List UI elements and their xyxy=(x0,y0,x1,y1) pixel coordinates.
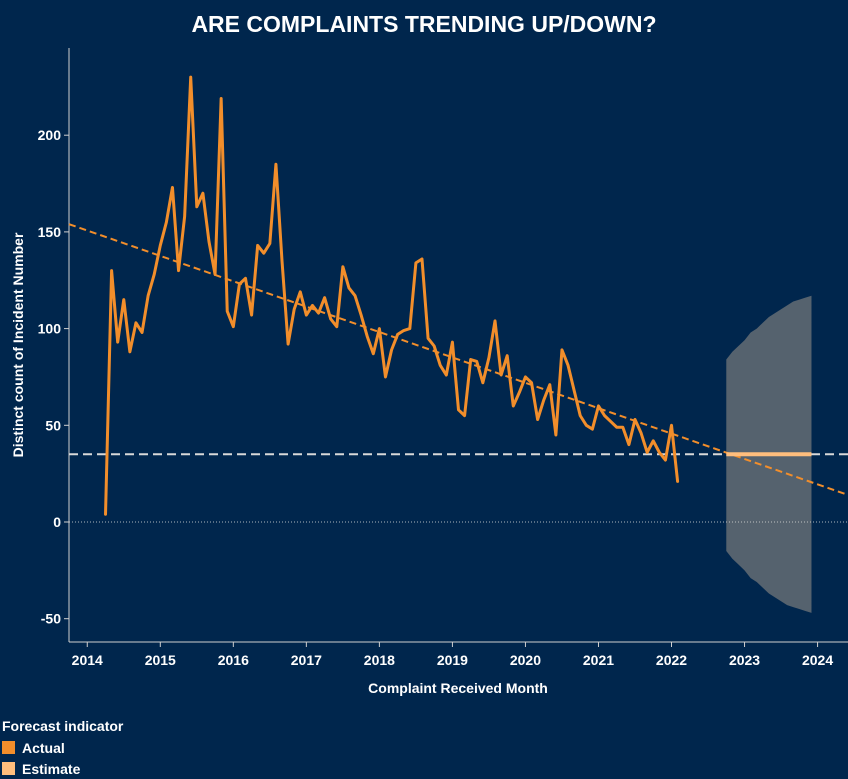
y-tick-label: -50 xyxy=(41,611,61,627)
legend-item-actual[interactable]: Actual xyxy=(2,737,123,758)
trend-line xyxy=(68,223,848,496)
plot-area: -50 0 50 100 150 200 2014 2015 2016 2017 2018 2019 2… xyxy=(38,48,848,668)
x-tick-label: 2019 xyxy=(437,652,468,668)
y-tick-label: 100 xyxy=(38,321,62,337)
legend-title: Forecast indicator xyxy=(2,718,124,734)
y-tick-label: 200 xyxy=(38,127,62,143)
x-tick-label: 2021 xyxy=(583,652,614,668)
series-line-actual xyxy=(104,75,680,516)
x-tick-label: 2020 xyxy=(510,652,541,668)
legend-item-estimate[interactable]: Estimate xyxy=(2,758,123,779)
x-tick-label: 2015 xyxy=(145,652,176,668)
x-tick-label: 2014 xyxy=(72,652,103,668)
y-tick-label: 0 xyxy=(53,514,61,530)
y-tick-label: 50 xyxy=(45,417,61,433)
x-axis-title: Complaint Received Month xyxy=(368,680,548,696)
legend-swatch-estimate xyxy=(2,762,15,775)
x-tick-label: 2018 xyxy=(364,652,395,668)
legend-label-estimate: Estimate xyxy=(22,760,81,777)
x-tick-label: 2022 xyxy=(656,652,687,668)
y-axis-title: Distinct count of Incident Number xyxy=(10,232,26,457)
y-tick-label: 150 xyxy=(38,224,62,240)
legend-swatch-actual xyxy=(2,741,15,754)
legend: Forecast indicator Actual Estimate xyxy=(2,718,123,779)
legend-label-actual: Actual xyxy=(22,739,65,756)
x-tick-label: 2016 xyxy=(218,652,249,668)
x-tick-label: 2023 xyxy=(729,652,760,668)
x-tick-label: 2017 xyxy=(291,652,322,668)
chart-title: ARE COMPLAINTS TRENDING UP/DOWN? xyxy=(191,11,656,37)
x-tick-label: 2024 xyxy=(802,652,833,668)
